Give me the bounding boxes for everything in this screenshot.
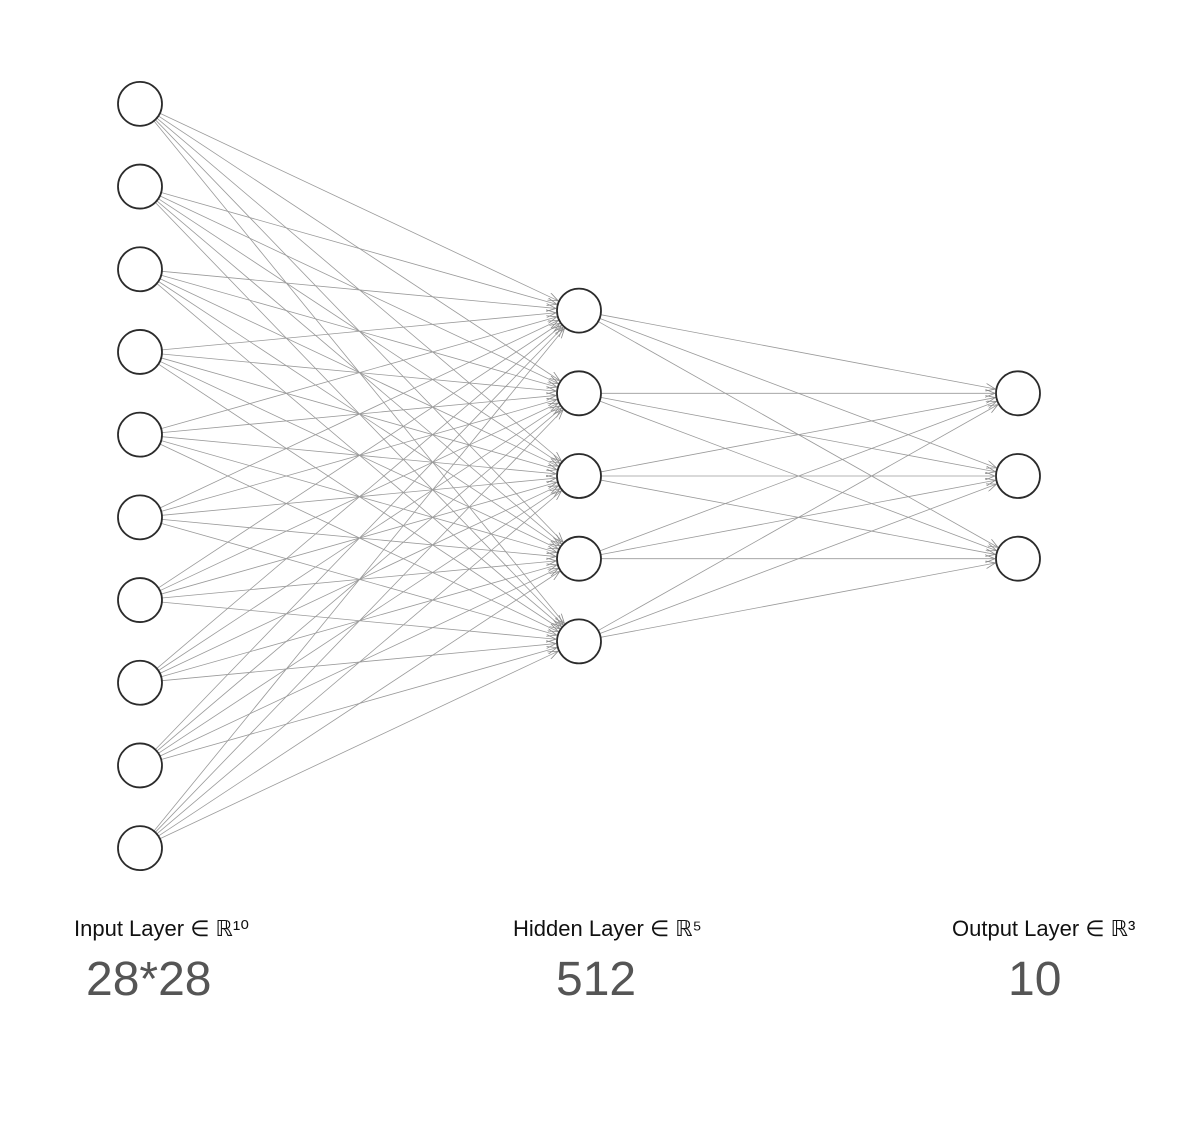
connection-input-5-to-hidden-0 xyxy=(159,320,558,509)
hidden-neuron-1 xyxy=(556,287,602,334)
connection-input-2-to-hidden-0 xyxy=(161,270,556,308)
connection-hidden-0-to-output-0 xyxy=(600,314,996,389)
connection-input-7-to-hidden-0 xyxy=(156,325,562,669)
input-layer-size: 28*28 xyxy=(86,953,212,1006)
output-layer-label: Output Layer ∈ ℝ³ xyxy=(952,916,1136,941)
connection-input-9-to-hidden-4 xyxy=(159,651,558,840)
hidden-neuron-4 xyxy=(556,535,602,582)
hidden-neuron-3 xyxy=(556,453,602,499)
hidden-layer-label: Hidden Layer ∈ ℝ⁵ xyxy=(513,916,702,941)
connection-input-0-to-hidden-0 xyxy=(159,112,558,301)
connection-hidden-3-to-output-0 xyxy=(599,401,997,552)
connection-input-8-to-hidden-0 xyxy=(154,327,563,750)
connections xyxy=(153,112,998,840)
input-neuron-5 xyxy=(117,411,163,458)
connection-input-3-to-hidden-0 xyxy=(161,313,556,351)
connection-input-9-to-hidden-3 xyxy=(158,571,559,837)
input-neuron-2 xyxy=(117,163,163,210)
neurons xyxy=(117,80,1041,872)
connection-input-6-to-hidden-0 xyxy=(158,323,559,589)
connection-input-9-to-hidden-0 xyxy=(153,328,565,832)
hidden-neuron-5 xyxy=(556,618,602,665)
input-neuron-8 xyxy=(117,659,163,706)
input-neuron-6 xyxy=(117,494,163,541)
input-neuron-3 xyxy=(117,246,163,293)
connection-input-4-to-hidden-0 xyxy=(161,317,557,430)
connection-input-9-to-hidden-1 xyxy=(154,410,563,833)
connection-hidden-4-to-output-0 xyxy=(597,405,998,631)
input-neuron-1 xyxy=(117,80,163,127)
connection-hidden-2-to-output-0 xyxy=(600,398,996,473)
connection-hidden-4-to-output-1 xyxy=(599,484,997,635)
connection-hidden-4-to-output-2 xyxy=(600,563,996,638)
input-neuron-9 xyxy=(117,742,163,789)
connection-input-9-to-hidden-2 xyxy=(156,491,562,835)
hidden-neuron-2 xyxy=(556,370,602,417)
connection-input-1-to-hidden-0 xyxy=(161,192,557,305)
input-neuron-7 xyxy=(117,577,163,623)
output-neuron-1 xyxy=(995,370,1041,417)
output-neuron-2 xyxy=(995,453,1041,499)
input-neuron-10 xyxy=(117,825,163,872)
output-neuron-3 xyxy=(995,535,1041,582)
output-layer-size: 10 xyxy=(1008,953,1062,1006)
hidden-layer-size: 512 xyxy=(556,953,637,1006)
input-neuron-4 xyxy=(117,329,163,375)
input-layer-label: Input Layer ∈ ℝ¹⁰ xyxy=(74,916,250,941)
